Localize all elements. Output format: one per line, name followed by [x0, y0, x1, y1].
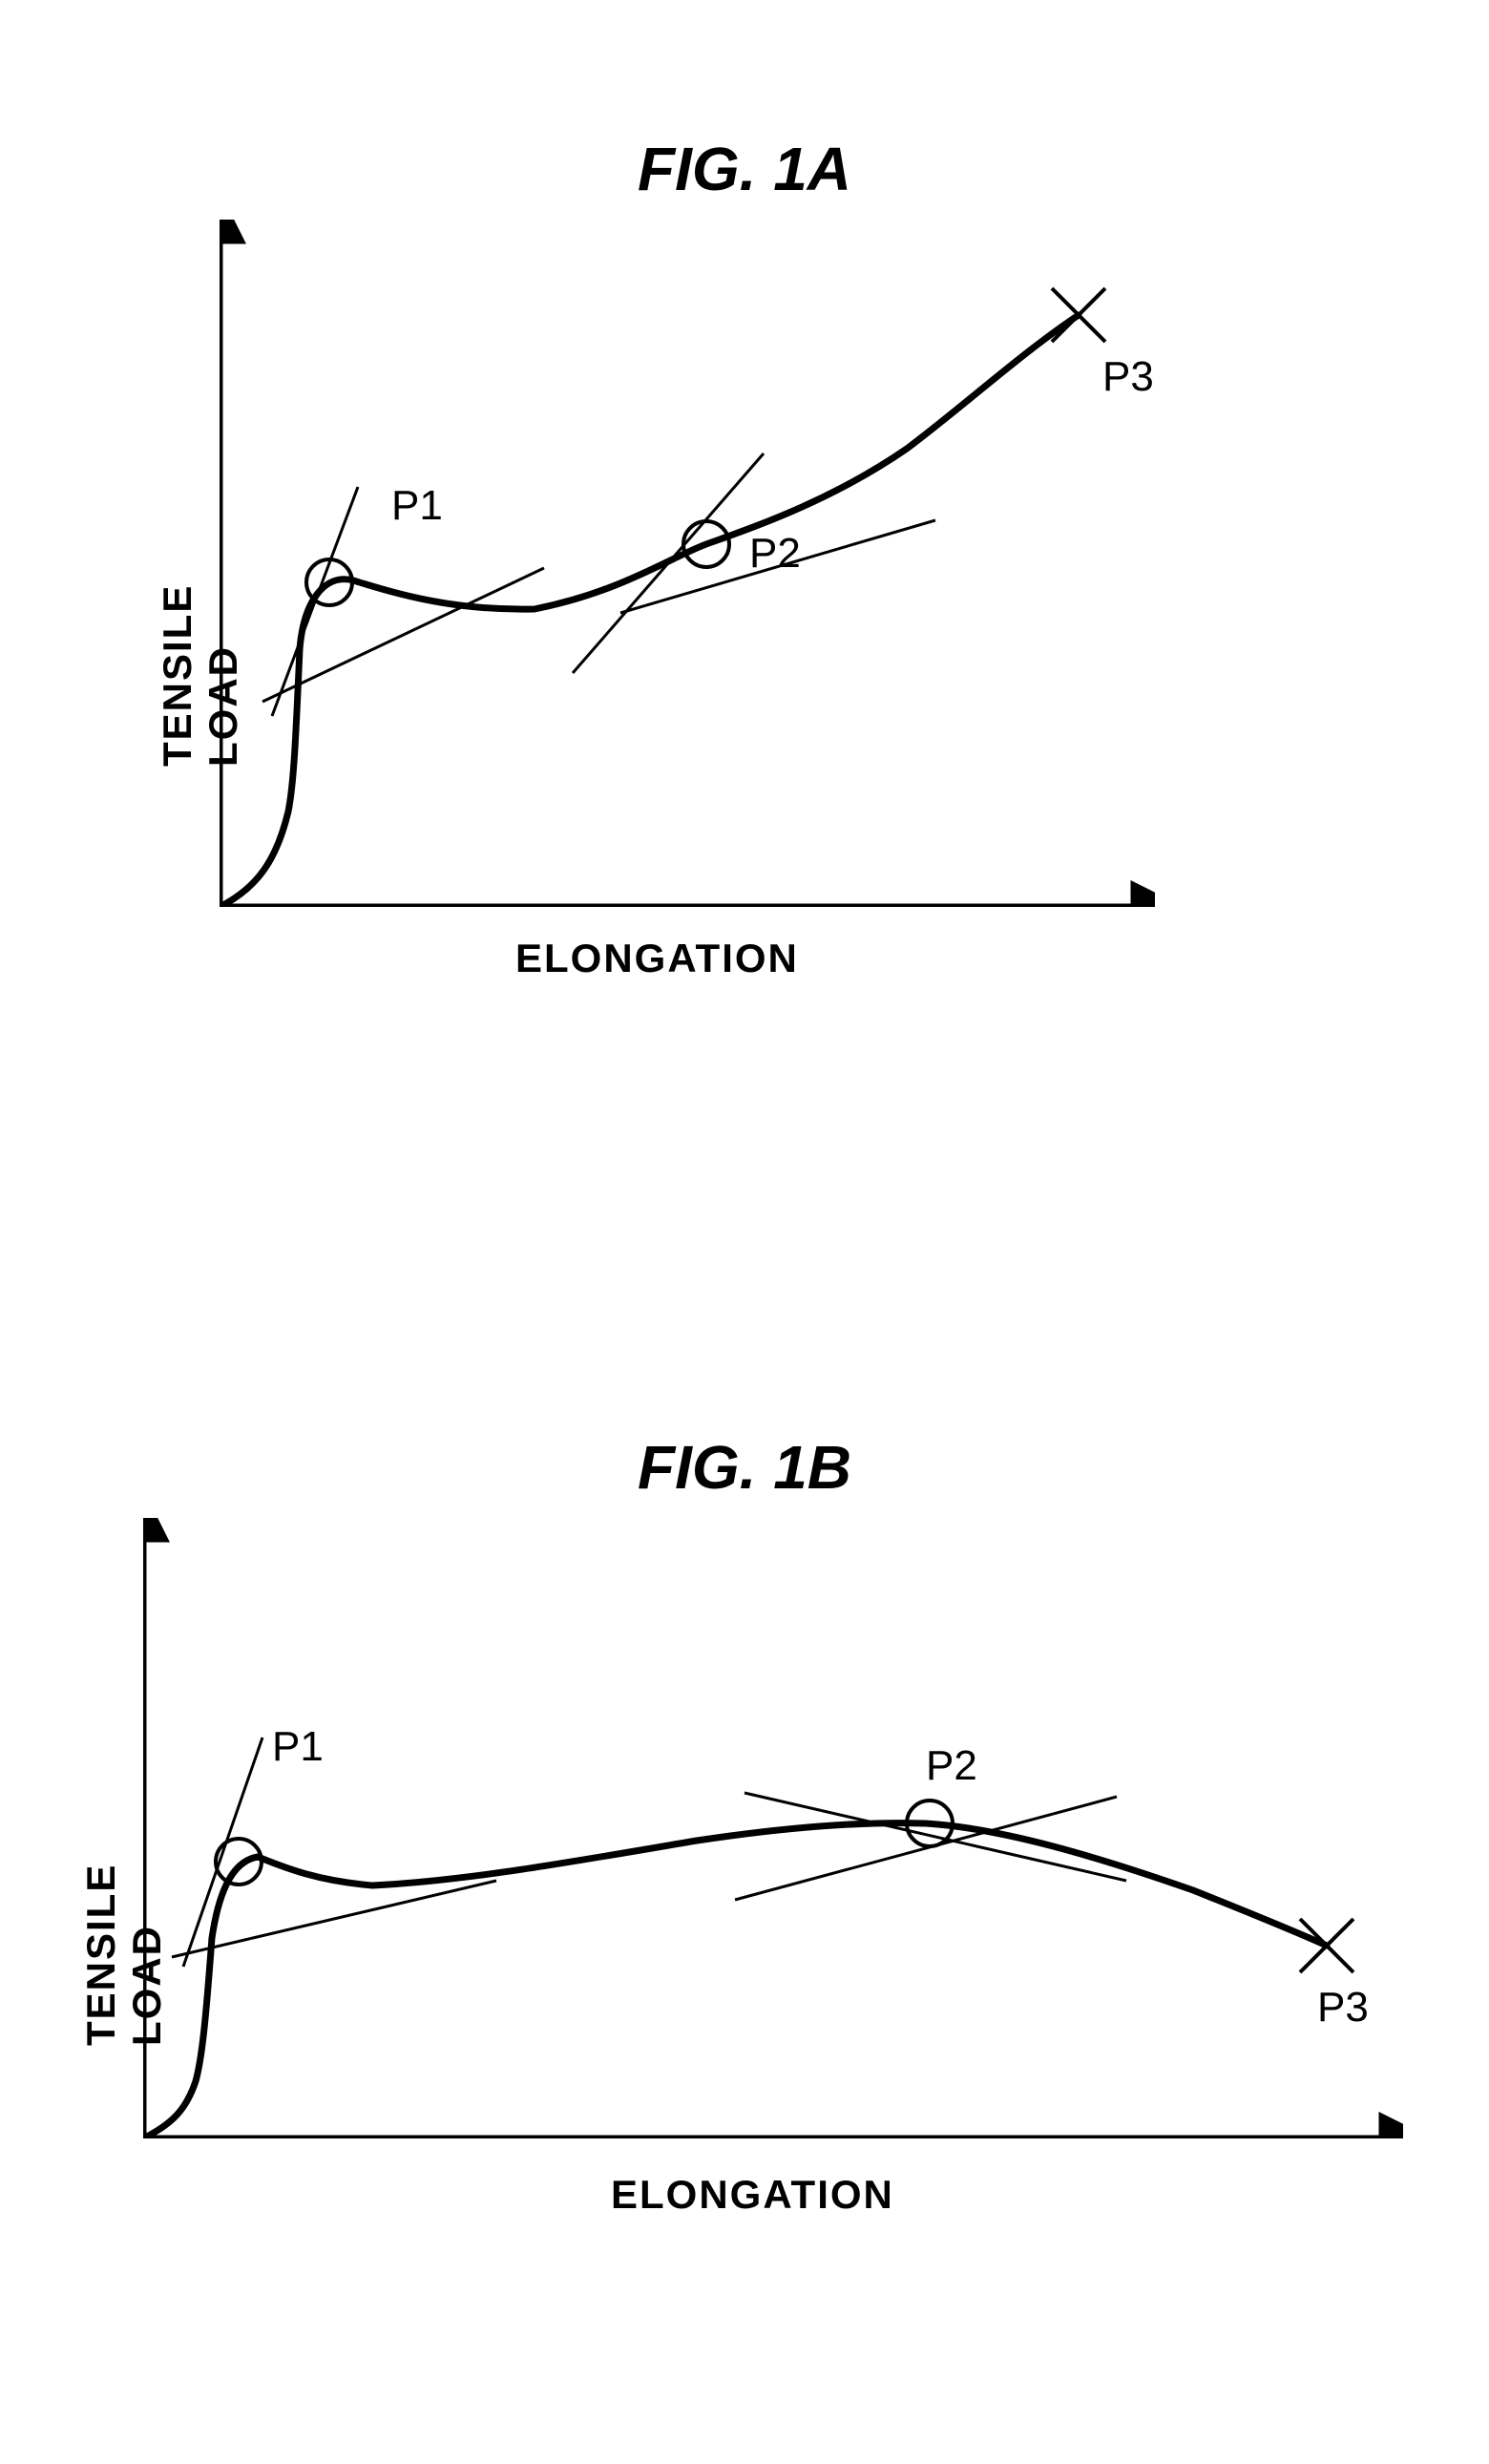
point-label: P3 [1317, 1984, 1369, 2032]
chart-svg [220, 220, 1155, 907]
point-label: P2 [749, 530, 801, 578]
point-label: P1 [272, 1723, 324, 1771]
marker-x [1052, 288, 1105, 342]
y-axis-label-1b: TENSILE LOAD [78, 1740, 170, 2046]
x-axis-label-1b: ELONGATION [611, 2172, 894, 2218]
curve [143, 1823, 1327, 2138]
figure-title-1b: FIG. 1B [0, 1432, 1489, 1503]
point-label: P2 [926, 1742, 977, 1790]
point-label: P3 [1102, 353, 1154, 401]
figure-title-1a: FIG. 1A [0, 134, 1489, 204]
chart-svg [143, 1518, 1403, 2138]
page: FIG. 1A TENSILE LOAD ELONGATION P1 P2 P3 F… [0, 0, 1489, 2464]
x-axis-label-1a: ELONGATION [515, 936, 799, 981]
y-axis-label-1a: TENSILE LOAD [155, 461, 246, 767]
point-label: P1 [391, 482, 443, 530]
marker-x [1300, 1919, 1353, 1972]
chart-1a [220, 277, 1098, 907]
tangent-line [183, 1737, 262, 1967]
marker-circle [216, 1839, 262, 1885]
curve [220, 315, 1079, 907]
tangent-line [744, 1793, 1126, 1881]
chart-1b [143, 1575, 1346, 2138]
